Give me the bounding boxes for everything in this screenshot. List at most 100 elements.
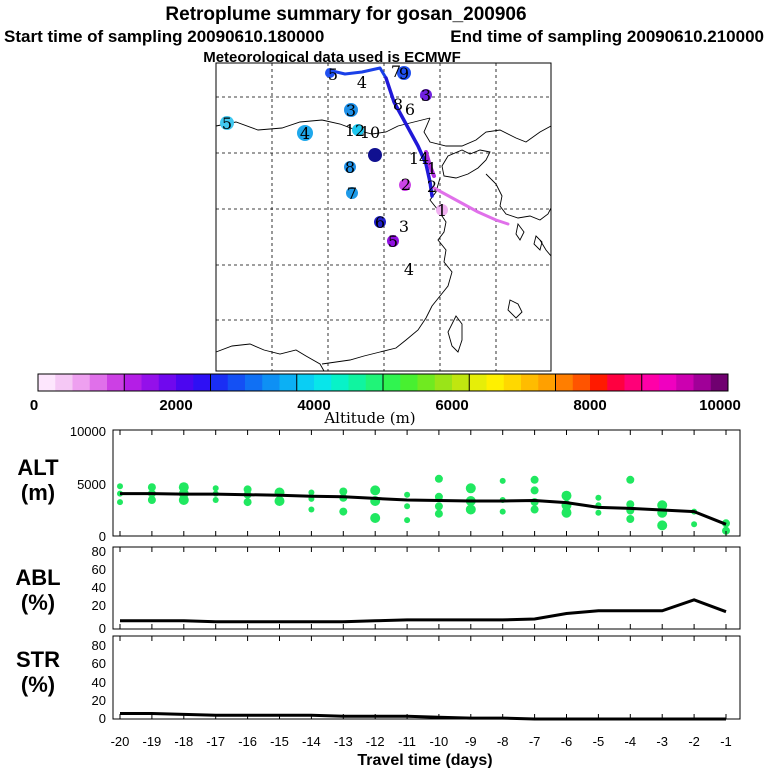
colorbar-cell: [124, 374, 142, 391]
colorbar-cell: [72, 374, 91, 391]
colorbar-label: Altitude (m): [323, 409, 415, 427]
colorbar-cell: [383, 374, 401, 391]
x-tick-label: -10: [430, 734, 449, 749]
abl-panel-frame: [112, 546, 741, 630]
alt-point: [404, 517, 411, 524]
x-tick-label: -8: [497, 734, 509, 749]
colorbar-cell: [141, 374, 160, 391]
alt-ytick: 0: [99, 529, 106, 544]
x-tick-label: -12: [366, 734, 385, 749]
x-tick-label: -15: [270, 734, 289, 749]
colorbar-cell: [521, 374, 539, 391]
colorbar-cell: [158, 374, 177, 391]
alt-point: [243, 498, 252, 507]
alt-mean-line: [120, 492, 727, 526]
trajectory-label: 3: [399, 217, 409, 236]
alt-point: [530, 486, 539, 495]
str-ytick: 80: [92, 638, 106, 653]
marker-dot: [420, 89, 432, 101]
colorbar-cell: [55, 374, 73, 391]
colorbar-cell: [659, 374, 677, 391]
x-tick-label: -18: [174, 734, 193, 749]
alt-panel-unit: (m): [21, 480, 55, 505]
alt-point: [691, 521, 698, 528]
colorbar-cell: [434, 374, 453, 391]
abl-panel-label: ABL: [15, 565, 60, 590]
marker-dot: [374, 216, 386, 228]
colorbar-cell: [331, 374, 349, 391]
alt-point: [178, 482, 189, 493]
trajectory-label: 3: [421, 86, 431, 105]
alt-point: [657, 500, 668, 511]
colorbar-cell: [503, 374, 522, 391]
marker-dot: [436, 204, 448, 216]
colorbar-frame: [37, 373, 729, 392]
colorbar-tick: 0: [30, 397, 38, 414]
colorbar-tick: 2000: [159, 397, 192, 414]
x-tick-label: -13: [334, 734, 353, 749]
abl-yticks: 80 60 40 20 0: [92, 544, 106, 636]
trajectory-label: 8: [393, 95, 403, 114]
x-tick-label: -6: [561, 734, 573, 749]
x-axis-ticks: -20 -19 -18 -17 -16 -15 -14 -13 -12 -11 -10 -9 -8 -7 -…: [111, 430, 732, 749]
colorbar-cell: [348, 374, 367, 391]
str-ytick: 20: [92, 693, 106, 708]
alt-point: [561, 507, 572, 518]
colorbar-cell: [279, 374, 298, 391]
marker-dot: [297, 125, 313, 141]
trajectory-mid: [424, 150, 436, 178]
alt-point: [465, 483, 476, 494]
alt-point: [595, 494, 602, 501]
marker-dot: [346, 187, 358, 199]
colorbar-cell: [245, 374, 263, 391]
colorbar-cell: [107, 374, 125, 391]
alt-point: [308, 506, 315, 513]
trajectory-label: 14: [409, 149, 429, 168]
x-tick-label: -17: [206, 734, 225, 749]
x-tick-label: -16: [238, 734, 257, 749]
trajectory-label: 1: [437, 201, 447, 220]
map-gridlines: [216, 63, 551, 371]
x-tick-label: -20: [111, 734, 130, 749]
alt-point: [339, 507, 348, 516]
trajectory-label: 4: [357, 73, 367, 92]
end-time-label: End time of sampling 20090610.210000: [450, 27, 764, 46]
str-line: [120, 712, 726, 721]
x-tick-label: -1: [720, 734, 732, 749]
colorbar-cell: [227, 374, 246, 391]
colorbar-cell: [296, 374, 315, 391]
marker-dot: [387, 235, 399, 247]
colorbar-cell: [641, 374, 660, 391]
alt-point: [626, 500, 635, 509]
trajectory-label: 4: [300, 124, 310, 143]
colorbar-tick: 10000: [699, 397, 741, 414]
alt-point: [212, 485, 219, 492]
colorbar-cell: [262, 374, 280, 391]
colorbar-cell: [89, 374, 108, 391]
marker-dot: [368, 148, 382, 162]
x-tick-label: -9: [465, 734, 477, 749]
alt-point: [212, 497, 219, 503]
colorbar-cell: [555, 374, 574, 391]
trajectory-label: 5: [388, 232, 398, 251]
x-axis-label: Travel time (days): [357, 752, 492, 768]
alt-ytick: 10000: [70, 424, 106, 439]
alt-point: [404, 503, 411, 510]
colorbar-cells: [38, 374, 729, 391]
colorbar-cell: [314, 374, 332, 391]
abl-ytick: 40: [92, 580, 106, 595]
trajectory-label: 7: [347, 184, 357, 203]
marker-dot: [344, 103, 358, 117]
alt-point: [626, 515, 635, 523]
colorbar-cell: [38, 374, 56, 391]
trajectory-label: 8: [345, 158, 355, 177]
colorbar-cell: [365, 374, 384, 391]
str-ytick: 60: [92, 656, 106, 671]
trajectory-label: 6: [375, 213, 385, 232]
x-tick-label: -4: [625, 734, 637, 749]
met-data-label: Meteorological data used is ECMWF: [203, 49, 461, 66]
str-panel-frame: [112, 635, 741, 720]
abl-ytick: 60: [92, 562, 106, 577]
trajectory-label: 2: [401, 175, 411, 194]
